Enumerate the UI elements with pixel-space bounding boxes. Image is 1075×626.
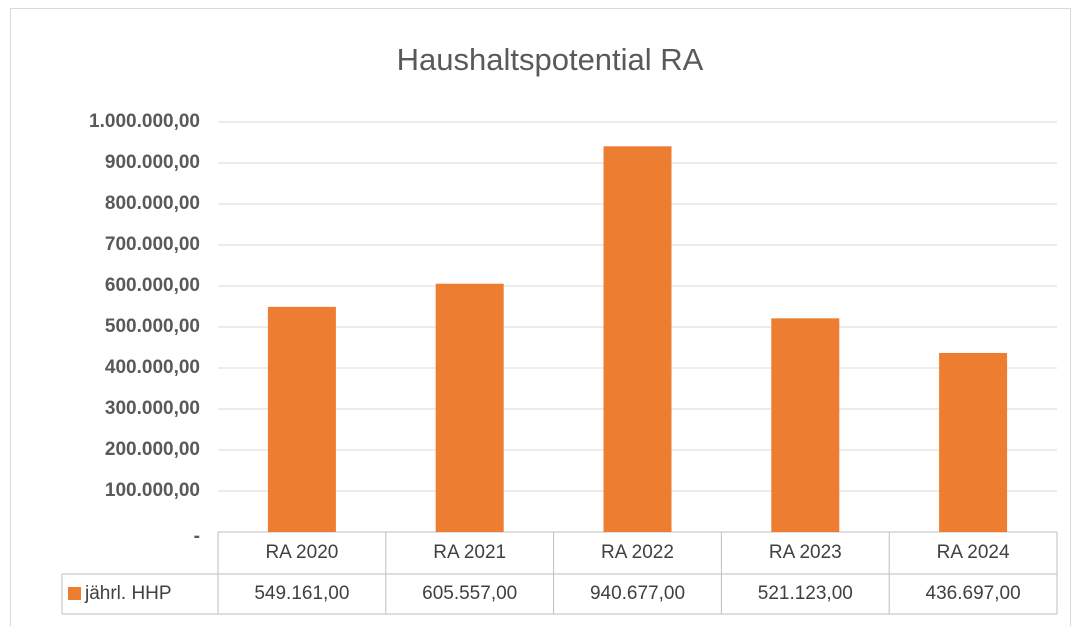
legend-key xyxy=(68,587,81,600)
y-tick-label: - xyxy=(194,526,200,547)
chart-frame xyxy=(10,8,1071,626)
legend-label: jährl. HHP xyxy=(84,583,172,604)
x-tick-label: RA 2021 xyxy=(433,542,506,563)
bar xyxy=(771,318,840,532)
x-tick-label: RA 2024 xyxy=(937,542,1010,563)
y-tick-label: 800.000,00 xyxy=(105,193,200,214)
y-tick-label: 600.000,00 xyxy=(105,275,200,296)
table-value: 436.697,00 xyxy=(926,583,1021,604)
y-tick-label: 300.000,00 xyxy=(105,398,200,419)
x-tick-label: RA 2022 xyxy=(601,542,674,563)
y-tick-label: 100.000,00 xyxy=(105,480,200,501)
y-tick-label: 900.000,00 xyxy=(105,152,200,173)
table-value: 521.123,00 xyxy=(758,583,853,604)
bar xyxy=(939,352,1008,532)
chart-title: Haushaltspotential RA xyxy=(397,42,704,77)
table-value: 605.557,00 xyxy=(422,583,517,604)
bar xyxy=(267,306,336,532)
bar xyxy=(435,283,504,532)
y-tick-label: 500.000,00 xyxy=(105,316,200,337)
y-tick-label: 700.000,00 xyxy=(105,234,200,255)
x-tick-label: RA 2020 xyxy=(265,542,338,563)
x-tick-label: RA 2023 xyxy=(769,542,842,563)
bar xyxy=(603,146,672,532)
y-tick-label: 200.000,00 xyxy=(105,439,200,460)
table-value: 940.677,00 xyxy=(590,583,685,604)
y-tick-label: 1.000.000,00 xyxy=(89,111,200,132)
table-value: 549.161,00 xyxy=(254,583,349,604)
y-tick-label: 400.000,00 xyxy=(105,357,200,378)
